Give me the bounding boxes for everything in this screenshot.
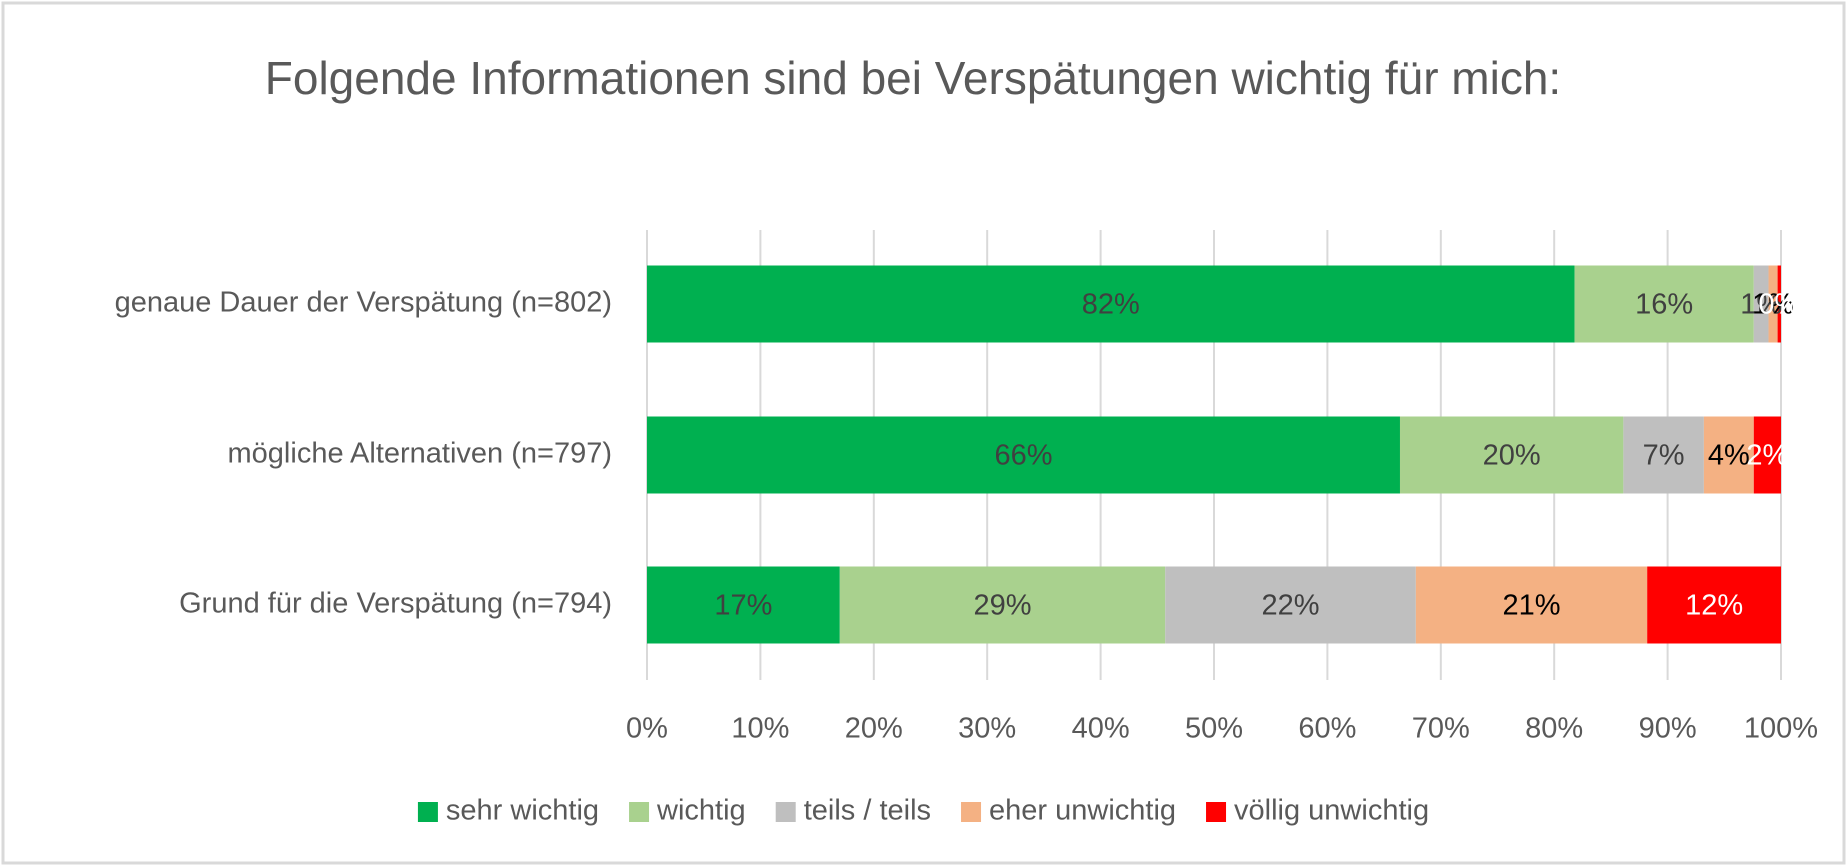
data-label: 4% (1708, 440, 1750, 472)
bar-segment (1415, 566, 1648, 644)
data-label: 2% (1746, 440, 1788, 472)
legend-swatch (961, 802, 982, 822)
x-tick-label: 100% (1744, 713, 1818, 745)
data-label: 7% (1643, 440, 1685, 472)
data-label: 16% (1635, 289, 1693, 321)
bar-segment (647, 265, 1575, 343)
x-tick-label: 60% (1298, 713, 1356, 745)
bar-segment (1703, 416, 1754, 494)
legend-label: sehr wichtig (446, 795, 599, 827)
bar-segment (1753, 416, 1781, 494)
bar-segment (1647, 566, 1781, 644)
legend-swatch (629, 802, 650, 822)
data-label: 66% (994, 440, 1052, 472)
x-tick-label: 50% (1185, 713, 1243, 745)
legend-swatch (775, 802, 796, 822)
x-tick-label: 70% (1412, 713, 1470, 745)
data-label: 29% (973, 590, 1031, 622)
bar-segment (1623, 416, 1704, 494)
data-label: 1% (1740, 289, 1782, 321)
x-tick-label: 0% (626, 713, 668, 745)
legend-swatch (417, 802, 438, 822)
bar-segment (1574, 265, 1754, 343)
data-label: 17% (714, 590, 772, 622)
data-label: 1% (1752, 289, 1794, 321)
legend-label: eher unwichtig (989, 795, 1176, 827)
y-tick-label: Grund für die Verspätung (n=794) (179, 588, 612, 620)
data-label: 0% (1758, 289, 1800, 321)
x-tick-label: 20% (845, 713, 903, 745)
data-label: 21% (1502, 590, 1560, 622)
bar-segment (1399, 416, 1624, 494)
x-tick-label: 10% (731, 713, 789, 745)
bar-segment (839, 566, 1166, 644)
bar-segment (1777, 265, 1781, 343)
legend-label: teils / teils (804, 795, 931, 827)
data-label: 20% (1483, 440, 1541, 472)
bar-segment (647, 566, 840, 644)
x-tick-label: 80% (1525, 713, 1583, 745)
legend-label: völlig unwichtig (1234, 795, 1429, 827)
legend-swatch (1206, 802, 1227, 822)
y-tick-label: genaue Dauer der Verspätung (n=802) (115, 287, 612, 319)
chart-title: Folgende Informationen sind bei Verspätu… (264, 52, 1562, 104)
bar-segment (1165, 566, 1416, 644)
data-label: 12% (1685, 590, 1743, 622)
x-tick-label: 40% (1072, 713, 1130, 745)
bar-segment (1753, 265, 1769, 343)
y-tick-label: mögliche Alternativen (n=797) (228, 438, 612, 470)
data-label: 22% (1262, 590, 1320, 622)
legend-label: wichtig (656, 795, 746, 827)
bar-segment (1768, 265, 1778, 343)
x-tick-label: 90% (1639, 713, 1697, 745)
data-label: 82% (1082, 289, 1140, 321)
x-tick-label: 30% (958, 713, 1016, 745)
bar-segment (647, 416, 1400, 494)
